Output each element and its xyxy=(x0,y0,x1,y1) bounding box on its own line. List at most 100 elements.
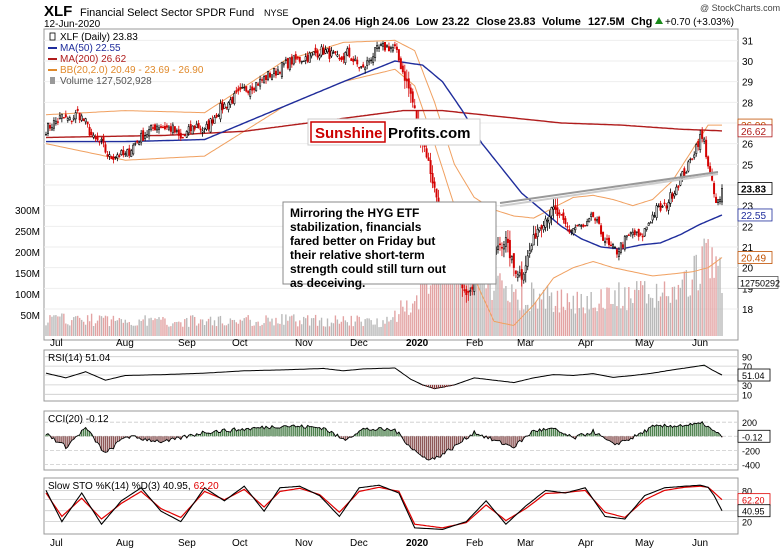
candle-body xyxy=(294,54,297,60)
volume-bar xyxy=(130,324,132,336)
candle-body xyxy=(45,134,47,136)
candle-body xyxy=(675,186,678,195)
candle-body xyxy=(376,45,379,50)
candle-body xyxy=(576,225,579,227)
candle-body xyxy=(288,57,291,70)
volume-bar xyxy=(687,296,689,336)
volume-bar xyxy=(340,321,343,336)
candle-body xyxy=(173,126,176,133)
volume-bar xyxy=(63,313,65,336)
candle-body xyxy=(715,196,718,203)
candle-body xyxy=(328,47,331,59)
volume-bar xyxy=(172,323,174,336)
volume-bar xyxy=(665,296,668,336)
x-tick-label: Aug xyxy=(116,338,134,349)
candle-body xyxy=(677,185,680,188)
x-tick-label: 2020 xyxy=(406,538,429,549)
indicator-tick-label: -200 xyxy=(742,446,760,456)
volume-bar xyxy=(305,318,307,336)
volume-bar xyxy=(655,283,658,336)
x-tick-label: Dec xyxy=(350,538,368,549)
volume-bar xyxy=(269,321,271,336)
candle-body xyxy=(217,115,220,117)
indicator-tick-label: 30 xyxy=(742,381,752,391)
volume-bar xyxy=(303,316,305,336)
candle-body xyxy=(84,118,87,123)
candle-body xyxy=(657,205,660,208)
candle-body xyxy=(314,47,317,54)
volume-bar xyxy=(69,325,71,336)
candle-body xyxy=(76,108,79,111)
volume-bar xyxy=(667,296,670,336)
candle-body xyxy=(409,87,412,94)
volume-bar xyxy=(166,324,168,336)
candle-body xyxy=(707,156,710,167)
volume-bar xyxy=(47,322,49,336)
volume-bar xyxy=(566,293,569,336)
volume-value: 127.5M xyxy=(588,16,625,28)
candle-body xyxy=(231,96,234,104)
sto-label: Slow STO %K(14) %D(3) 40.95, 62.20 xyxy=(48,481,219,492)
candle-body xyxy=(641,235,644,238)
candle-body xyxy=(338,57,341,60)
candle-body xyxy=(132,144,135,155)
volume-bar xyxy=(421,276,424,336)
candle-body xyxy=(564,218,567,224)
candle-body xyxy=(64,114,67,118)
candle-body xyxy=(197,123,200,129)
volume-bar xyxy=(695,254,697,336)
volume-bar xyxy=(582,307,584,336)
volume-bar xyxy=(592,307,594,336)
volume-bar xyxy=(180,322,182,336)
candle-body xyxy=(463,289,466,291)
volume-bar xyxy=(412,303,414,336)
volume-bar xyxy=(108,326,111,336)
candle-body xyxy=(514,270,517,274)
volume-bar xyxy=(73,317,75,336)
price-tick-label: 25 xyxy=(742,160,754,171)
candle-body xyxy=(324,49,327,54)
candle-body xyxy=(284,59,287,61)
candle-body xyxy=(401,65,404,73)
chg-value: +0.70 (+3.03%) xyxy=(665,17,734,28)
volume-bar xyxy=(77,315,79,336)
candle-body xyxy=(397,49,400,61)
volume-bar xyxy=(707,239,709,336)
volume-bar xyxy=(699,283,701,336)
candle-body xyxy=(90,131,93,136)
volume-bar xyxy=(120,319,123,336)
volume-bar xyxy=(82,321,85,336)
candle-body xyxy=(80,115,83,121)
volume-bar xyxy=(301,324,303,336)
volume-bar xyxy=(283,324,285,336)
volume-bar xyxy=(110,319,113,336)
x-tick-label: Mar xyxy=(517,538,535,549)
candle-body xyxy=(685,172,688,174)
volume-bar xyxy=(657,300,660,336)
candle-body xyxy=(195,123,198,128)
volume-bar xyxy=(705,242,707,336)
candle-body xyxy=(542,225,545,231)
candle-body xyxy=(395,46,398,50)
volume-bar xyxy=(521,279,523,336)
volume-bar xyxy=(376,318,378,336)
volume-bar xyxy=(308,325,311,336)
volume-tick-label: 100M xyxy=(15,290,40,301)
candle-body xyxy=(360,66,363,68)
candle-body xyxy=(130,150,133,157)
candle-body xyxy=(203,127,206,130)
volume-bar xyxy=(310,318,313,336)
volume-bar xyxy=(84,324,87,336)
volume-bar xyxy=(205,321,208,336)
legend-entry: MA(50) 22.55 xyxy=(60,43,121,54)
low-label: Low xyxy=(416,16,438,28)
volume-bar xyxy=(364,319,366,336)
legend-entry: MA(200) 26.62 xyxy=(60,54,127,65)
candle-body xyxy=(82,118,85,122)
candle-body xyxy=(88,126,91,136)
volume-bar xyxy=(612,303,614,336)
candle-body xyxy=(546,219,549,222)
candle-body xyxy=(116,154,119,159)
candle-body xyxy=(322,47,325,55)
